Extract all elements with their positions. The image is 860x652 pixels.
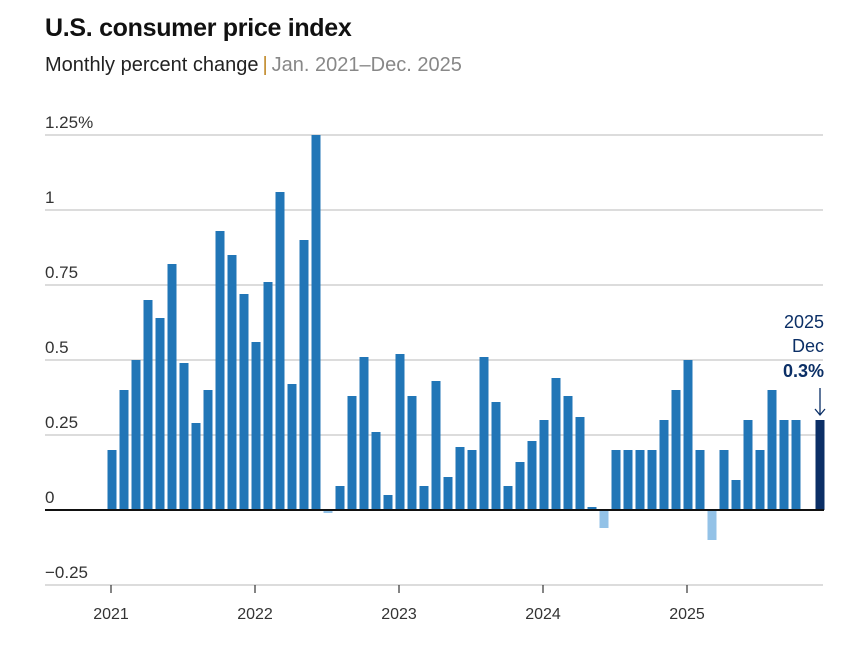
- bar: [143, 300, 153, 510]
- y-tick-label: 0.5: [45, 338, 69, 357]
- bar: [107, 450, 117, 510]
- x-tick-label: 2021: [93, 606, 129, 623]
- x-tick-label: 2022: [237, 606, 273, 623]
- annotation-year: 2025: [784, 312, 824, 332]
- x-tick-label: 2023: [381, 606, 417, 623]
- bar: [455, 447, 465, 510]
- bar: [383, 495, 393, 510]
- bar: [815, 420, 825, 510]
- bar: [575, 417, 585, 510]
- bar: [431, 381, 441, 510]
- bar: [647, 450, 657, 510]
- y-tick-label: 0.75: [45, 263, 78, 282]
- bar: [743, 420, 753, 510]
- bar: [695, 450, 705, 510]
- bar: [155, 318, 165, 510]
- bar: [287, 384, 297, 510]
- bar: [623, 450, 633, 510]
- bar: [443, 477, 453, 510]
- bar: [311, 135, 321, 510]
- bar: [707, 510, 717, 540]
- bar: [323, 510, 333, 513]
- bar: [359, 357, 369, 510]
- y-tick-label: 0: [45, 488, 54, 507]
- bar: [335, 486, 345, 510]
- bar: [539, 420, 549, 510]
- bar: [395, 354, 405, 510]
- y-tick-label: −0.25: [45, 563, 88, 582]
- y-tick-label: 0.25: [45, 413, 78, 432]
- bar: [779, 420, 789, 510]
- bar: [215, 231, 225, 510]
- y-tick-label: 1.25%: [45, 113, 93, 132]
- bar: [587, 507, 597, 510]
- bar: [659, 420, 669, 510]
- bar: [263, 282, 273, 510]
- chart-title: U.S. consumer price index: [45, 14, 352, 42]
- bar: [635, 450, 645, 510]
- bar: [527, 441, 537, 510]
- bar: [179, 363, 189, 510]
- bar: [503, 486, 513, 510]
- bar: [479, 357, 489, 510]
- bar: [731, 480, 741, 510]
- bar: [227, 255, 237, 510]
- bar: [563, 396, 573, 510]
- annotation-arrow-icon: [814, 388, 826, 417]
- chart-subtitle: Monthly percent change | Jan. 2021–Dec. 20…: [45, 54, 462, 77]
- bar: [119, 390, 129, 510]
- bar: [683, 360, 693, 510]
- subtitle-text: Monthly percent change: [45, 54, 259, 76]
- bar: [791, 420, 801, 510]
- bar: [251, 342, 261, 510]
- annotation-value: 0.3%: [783, 361, 824, 381]
- bar: [131, 360, 141, 510]
- bar: [551, 378, 561, 510]
- bar: [491, 402, 501, 510]
- x-tick-label: 2024: [525, 606, 561, 623]
- bar: [515, 462, 525, 510]
- date-range: Jan. 2021–Dec. 2025: [271, 54, 462, 76]
- annotation-month: Dec: [792, 336, 824, 356]
- bar: [419, 486, 429, 510]
- x-tick-label: 2025: [669, 606, 705, 623]
- bar: [239, 294, 249, 510]
- bar: [347, 396, 357, 510]
- bar: [275, 192, 285, 510]
- bar: [719, 450, 729, 510]
- subtitle-separator: |: [262, 54, 268, 76]
- bar: [611, 450, 621, 510]
- bar: [191, 423, 201, 510]
- bar: [671, 390, 681, 510]
- bar: [299, 240, 309, 510]
- y-tick-label: 1: [45, 188, 54, 207]
- bar: [467, 450, 477, 510]
- bar: [599, 510, 609, 528]
- bar: [755, 450, 765, 510]
- bar: [167, 264, 177, 510]
- bar: [767, 390, 777, 510]
- bar: [203, 390, 213, 510]
- bar: [371, 432, 381, 510]
- bar: [407, 396, 417, 510]
